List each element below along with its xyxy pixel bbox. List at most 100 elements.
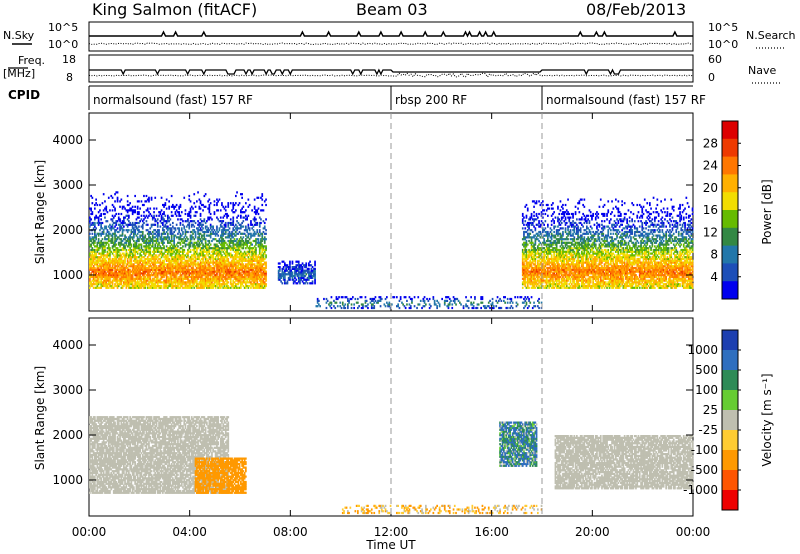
power-cell bbox=[116, 247, 119, 250]
power-cell bbox=[114, 250, 116, 253]
power-cell bbox=[162, 232, 164, 235]
power-cell bbox=[121, 261, 124, 264]
power-cell bbox=[193, 245, 196, 248]
power-cell bbox=[168, 270, 170, 273]
power-cell bbox=[146, 247, 149, 250]
power-cell bbox=[135, 250, 138, 253]
power-cell bbox=[134, 243, 136, 246]
power-cell bbox=[111, 286, 114, 289]
power-cell bbox=[213, 211, 216, 214]
power-cell bbox=[138, 266, 140, 270]
power-cell bbox=[175, 270, 178, 273]
power-cell bbox=[162, 261, 164, 264]
power-cell bbox=[102, 254, 105, 257]
power-cell bbox=[119, 245, 121, 248]
power-cell bbox=[185, 236, 188, 239]
power-cell bbox=[174, 248, 177, 252]
power-cell bbox=[177, 236, 179, 239]
power-cell bbox=[111, 281, 114, 284]
power-cell bbox=[156, 259, 159, 262]
power-cell bbox=[198, 207, 201, 210]
power-cell bbox=[150, 198, 153, 201]
power-cell bbox=[305, 262, 308, 265]
power-cell bbox=[112, 216, 115, 219]
power-cell bbox=[149, 236, 152, 239]
power-cell bbox=[174, 229, 177, 232]
power-cell bbox=[101, 232, 104, 235]
power-cell bbox=[552, 202, 554, 205]
power-cell bbox=[167, 214, 169, 217]
power-cell bbox=[91, 275, 94, 279]
power-cell bbox=[109, 252, 111, 255]
power-cell bbox=[92, 266, 95, 270]
power-cell bbox=[197, 263, 199, 266]
power-cell bbox=[89, 254, 91, 257]
power-cell bbox=[177, 227, 179, 230]
power-cell bbox=[148, 243, 150, 246]
power-cell bbox=[105, 243, 108, 246]
power-cell bbox=[199, 277, 202, 280]
power-cell bbox=[160, 241, 163, 244]
power-cell bbox=[90, 261, 92, 264]
power-cell bbox=[158, 229, 160, 232]
power-cell bbox=[167, 263, 169, 266]
power-cell bbox=[107, 283, 110, 286]
power-cell bbox=[95, 272, 97, 275]
power-cell bbox=[167, 275, 169, 279]
power-cell bbox=[126, 270, 129, 273]
nsky-trace bbox=[88, 30, 694, 46]
power-cell bbox=[139, 252, 141, 255]
power-cell bbox=[124, 256, 126, 259]
power-cell bbox=[163, 265, 165, 268]
power-cell bbox=[110, 241, 113, 244]
power-cell bbox=[129, 248, 131, 252]
power-cell bbox=[130, 274, 133, 277]
power-cell bbox=[139, 270, 141, 273]
power-cell bbox=[110, 274, 113, 277]
nsearch-label: N.Search bbox=[746, 29, 796, 42]
power-cell bbox=[114, 230, 116, 234]
power-cell bbox=[163, 266, 165, 270]
power-cell bbox=[114, 221, 116, 225]
power-cell bbox=[136, 263, 139, 266]
power-cell bbox=[119, 279, 121, 282]
power-cell bbox=[116, 274, 119, 277]
power-cell bbox=[163, 274, 165, 277]
power-cell bbox=[128, 268, 130, 271]
power-cell bbox=[102, 247, 105, 250]
power-cell bbox=[188, 268, 191, 271]
power-cell bbox=[196, 279, 198, 282]
power-cell bbox=[128, 275, 130, 279]
power-cell bbox=[179, 270, 182, 273]
power-cell bbox=[144, 266, 147, 270]
power-cell bbox=[126, 259, 129, 262]
power-cell bbox=[131, 284, 134, 288]
power-cell bbox=[94, 239, 96, 243]
power-cell bbox=[135, 241, 138, 244]
power-cell bbox=[124, 245, 126, 248]
power-cell bbox=[177, 277, 179, 280]
power-cell bbox=[116, 277, 119, 280]
power-cell bbox=[130, 236, 133, 239]
power-cell bbox=[187, 218, 189, 221]
power-cell bbox=[97, 232, 100, 235]
power-cell bbox=[100, 239, 102, 243]
power-cell bbox=[185, 256, 188, 259]
power-cell bbox=[150, 279, 153, 282]
power-cell bbox=[145, 239, 148, 243]
power-cell bbox=[145, 229, 148, 232]
power-cell bbox=[178, 275, 180, 279]
power-cell bbox=[199, 207, 202, 210]
power-cell bbox=[150, 268, 153, 271]
power-cell bbox=[96, 241, 99, 244]
power-cell bbox=[96, 275, 99, 279]
power-cell bbox=[196, 247, 198, 250]
power-cell bbox=[92, 261, 95, 264]
power-cell bbox=[105, 268, 108, 271]
power-cell bbox=[535, 200, 538, 203]
power-cell bbox=[89, 245, 91, 248]
power-cell bbox=[131, 227, 134, 230]
power-cell bbox=[151, 241, 154, 244]
power-cell bbox=[110, 272, 113, 275]
power-cell bbox=[92, 286, 95, 289]
